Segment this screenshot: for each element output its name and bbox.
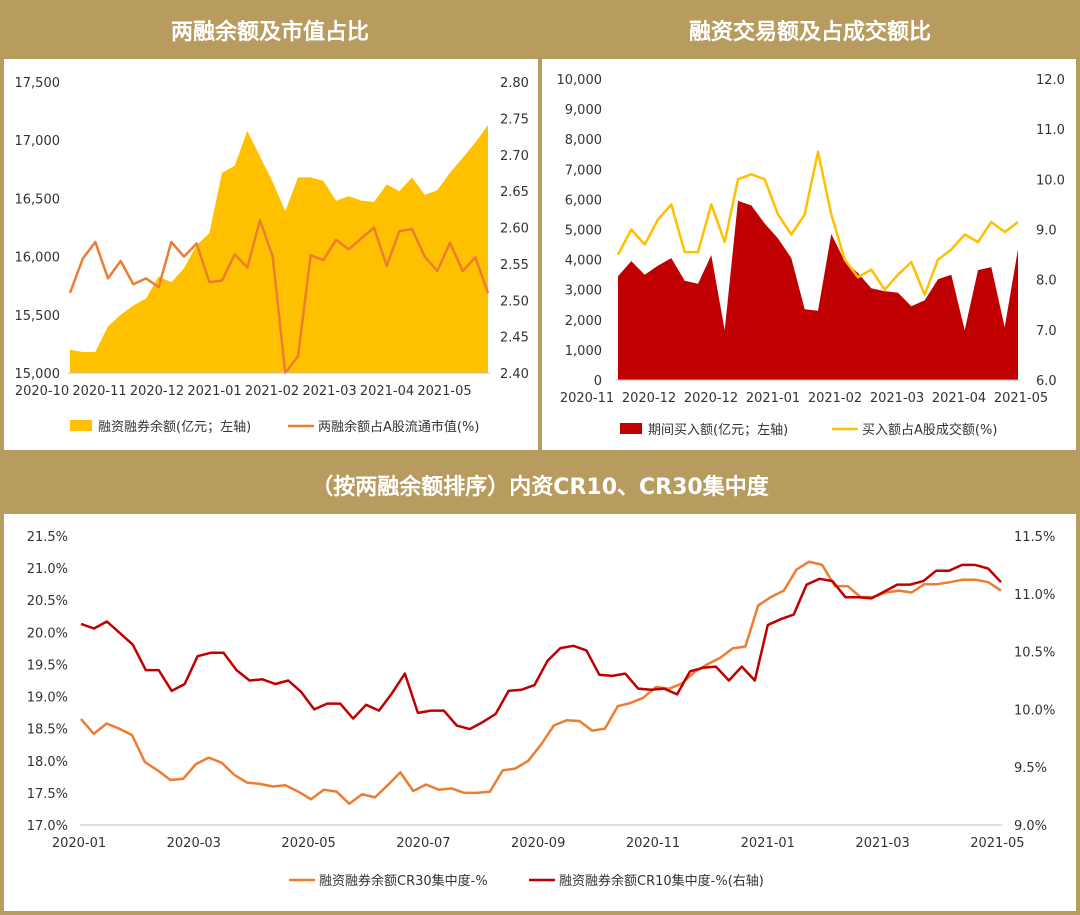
x-tick-label: 2021-03 [302,384,356,399]
y-left-tick-label: 6,000 [565,193,602,208]
y-left-tick-label: 18.5% [27,723,68,738]
y-right-tick-label: 6.0 [1036,374,1057,389]
y-right-tick-label: 8.0 [1036,274,1057,289]
y-right-tick-label: 2.55 [500,258,529,273]
y-right-tick-label: 11.0 [1036,123,1065,138]
y-right-tick-label: 10.0 [1036,173,1065,188]
x-tick-label: 2021-03 [870,391,924,406]
legend-label-0: 融资融券余额(亿元；左轴) [98,419,251,435]
y-left-tick-label: 17,500 [15,76,61,91]
y-left-tick-label: 16,000 [15,251,61,266]
y-left-tick-label: 1,000 [565,344,602,359]
area-series-0 [618,200,1018,380]
x-tick-label: 2021-02 [808,391,862,406]
y-right-tick-label: 10.0% [1014,703,1055,718]
y-left-tick-label: 7,000 [565,163,602,178]
line-series-1 [68,218,490,375]
x-tick-label: 2021-03 [855,836,909,851]
x-tick-label: 2021-01 [741,836,795,851]
y-right-tick-label: 2.65 [500,185,529,200]
y-left-tick-label: 9,000 [565,103,602,118]
x-tick-label: 2021-04 [360,384,414,399]
y-right-tick-label: 2.70 [500,149,529,164]
legend-label-1: 两融余额占A股流通市值(%) [318,419,479,435]
y-left-tick-label: 17,000 [15,134,61,149]
y-left-tick-label: 21.0% [27,562,68,577]
x-tick-label: 2021-01 [187,384,241,399]
y-left-tick-label: 20.0% [27,626,68,641]
y-left-tick-label: 10,000 [557,73,603,88]
x-tick-label: 2020-11 [560,391,614,406]
y-right-tick-label: 7.0 [1036,324,1057,339]
bottom-chart-title: （按两融余额排序）内资CR10、CR30集中度 [311,475,769,500]
y-right-tick-label: 11.0% [1014,588,1055,603]
y-right-tick-label: 2.45 [500,331,529,346]
legend-label-1: 买入额占A股成交额(%) [862,422,997,438]
x-tick-label: 2020-10 [15,384,69,399]
y-right-tick-label: 10.5% [1014,646,1055,661]
x-tick-label: 2020-01 [52,836,106,851]
y-left-tick-label: 16,500 [15,192,61,207]
left-chart-svg: 15,000 15,500 16,000 16,500 17,000 17,500 2.40… [15,76,529,435]
y-left-tick-label: 5,000 [565,224,602,239]
x-tick-label: 2020-09 [511,836,565,851]
legend-label-0: 期间买入额(亿元；左轴) [648,423,788,438]
bottom-chart-panel: 17.0% 17.5% 18.0% 18.5% 19.0% 19.5% 20.0% 20.5%… [4,514,1076,911]
x-tick-label: 2021-05 [970,836,1024,851]
x-tick-label: 2020-05 [281,836,335,851]
x-tick-label: 2020-12 [684,391,738,406]
y-left-tick-label: 0 [594,374,602,389]
x-tick-label: 2020-03 [167,836,221,851]
x-tick-label: 2020-12 [130,384,184,399]
right-chart-panel: 0 1,000 2,000 3,000 4,000 5,000 6,000 7,000 8,00… [542,59,1076,450]
legend-swatch-0 [70,420,92,431]
x-tick-label: 2021-05 [994,391,1048,406]
y-right-tick-label: 11.5% [1014,530,1055,545]
y-right-tick-label: 12.0 [1036,73,1065,88]
y-left-tick-label: 2,000 [565,314,602,329]
legend-swatch-0 [620,423,642,434]
x-tick-label: 2020-11 [72,384,126,399]
y-right-tick-label: 9.0% [1014,819,1047,834]
x-tick-label: 2020-07 [396,836,450,851]
y-left-tick-label: 3,000 [565,284,602,299]
right-chart-title: 融资交易额及占成交额比 [688,20,931,45]
y-right-tick-label: 2.50 [500,294,529,309]
bottom-chart-svg: 17.0% 17.5% 18.0% 18.5% 19.0% 19.5% 20.0% 20.5%… [27,530,1056,889]
left-chart-title: 两融余额及市值占比 [170,20,369,45]
x-tick-label: 2020-11 [626,836,680,851]
x-tick-label: 2021-04 [932,391,986,406]
y-left-tick-label: 19.5% [27,658,68,673]
x-tick-label: 2021-01 [746,391,800,406]
y-right-tick-label: 2.40 [500,367,529,382]
right-chart-svg: 0 1,000 2,000 3,000 4,000 5,000 6,000 7,000 8,00… [557,73,1065,438]
y-right-tick-label: 2.60 [500,222,529,237]
y-right-tick-label: 9.5% [1014,761,1047,776]
y-left-tick-label: 8,000 [565,133,602,148]
y-right-tick-label: 2.75 [500,112,529,127]
y-left-tick-label: 17.0% [27,819,68,834]
y-left-tick-label: 19.0% [27,691,68,706]
x-tick-label: 2021-05 [417,384,471,399]
legend-label-0: 融资融券余额CR30集中度-% [319,873,488,889]
y-left-tick-label: 17.5% [27,787,68,802]
y-left-tick-label: 15,500 [15,309,61,324]
x-tick-label: 2020-12 [622,391,676,406]
y-left-tick-label: 20.5% [27,594,68,609]
legend-label-1: 融资融券余额CR10集中度-%(右轴) [559,873,764,889]
y-right-tick-label: 2.80 [500,76,529,91]
line-series-1 [80,563,1002,731]
area-series-0 [70,125,488,373]
line-series-0 [80,560,1002,806]
y-left-tick-label: 15,000 [15,367,61,382]
y-right-tick-label: 9.0 [1036,224,1057,239]
y-left-tick-label: 21.5% [27,530,68,545]
line-series-1 [616,150,1019,296]
left-chart-panel: 15,000 15,500 16,000 16,500 17,000 17,500 2.40… [4,59,538,450]
y-left-tick-label: 18.0% [27,755,68,770]
y-left-tick-label: 4,000 [565,254,602,269]
x-tick-label: 2021-02 [245,384,299,399]
